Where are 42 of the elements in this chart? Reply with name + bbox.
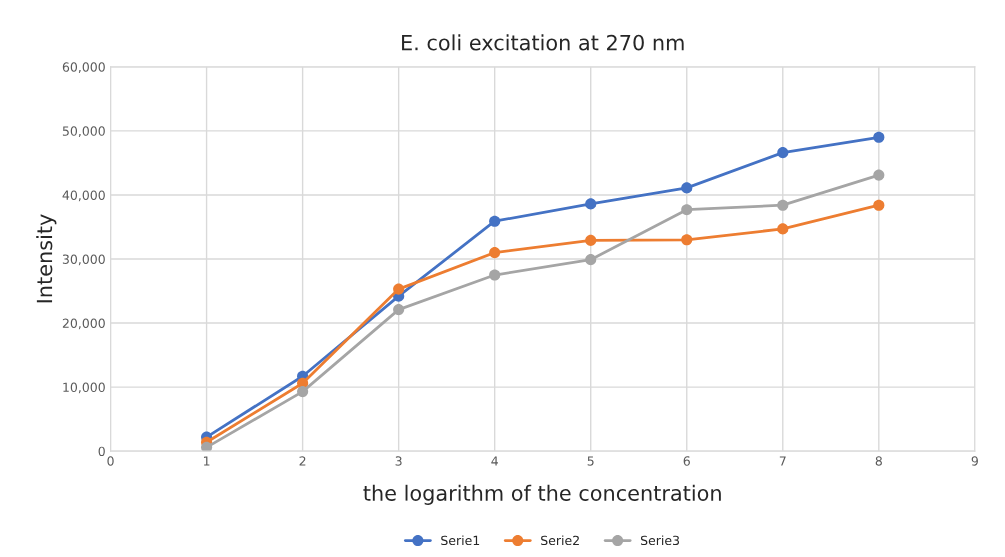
point <box>489 269 501 281</box>
point <box>585 234 597 246</box>
point <box>489 215 501 227</box>
point <box>777 147 789 159</box>
point <box>873 199 885 211</box>
y-tick-label: 60,000 <box>62 62 105 74</box>
x-tick-label: 1 <box>203 456 210 466</box>
point <box>297 386 309 398</box>
x-tick-label: 5 <box>587 456 594 466</box>
point <box>681 204 693 216</box>
x-tick-label: 2 <box>299 456 306 466</box>
y-tick-label: 0 <box>98 446 105 457</box>
point <box>777 223 789 235</box>
y-tick-label: 10,000 <box>63 382 105 394</box>
point <box>585 254 597 266</box>
point <box>873 131 885 143</box>
y-axis-title: Intensity <box>36 214 57 303</box>
x-tick-label: 9 <box>971 456 978 466</box>
legend-label: Serie3 <box>640 535 680 546</box>
point <box>393 283 405 295</box>
y-tick-label: 50,000 <box>62 126 105 138</box>
x-tick-label: 3 <box>395 456 402 466</box>
x-tick-label: 8 <box>875 456 882 466</box>
point <box>393 304 405 316</box>
y-tick-label: 20,000 <box>62 318 105 330</box>
point <box>873 169 885 181</box>
chart-title: E. coli excitation at 270 nm <box>402 34 684 51</box>
point <box>489 247 501 259</box>
x-tick-label: 0 <box>107 456 114 466</box>
point <box>681 234 693 246</box>
x-axis-title: the logarithm of the concentration <box>363 484 721 505</box>
point <box>201 441 213 452</box>
y-tick-label: 30,000 <box>62 254 105 266</box>
x-tick-label: 4 <box>491 456 498 466</box>
point <box>585 198 597 210</box>
legend-label: Serie1 <box>441 535 480 546</box>
legend-label: Serie2 <box>541 535 579 546</box>
point <box>681 182 693 194</box>
point <box>777 199 789 211</box>
y-tick-label: 40,000 <box>62 190 105 202</box>
x-tick-label: 6 <box>683 456 690 466</box>
x-tick-label: 7 <box>779 456 786 466</box>
